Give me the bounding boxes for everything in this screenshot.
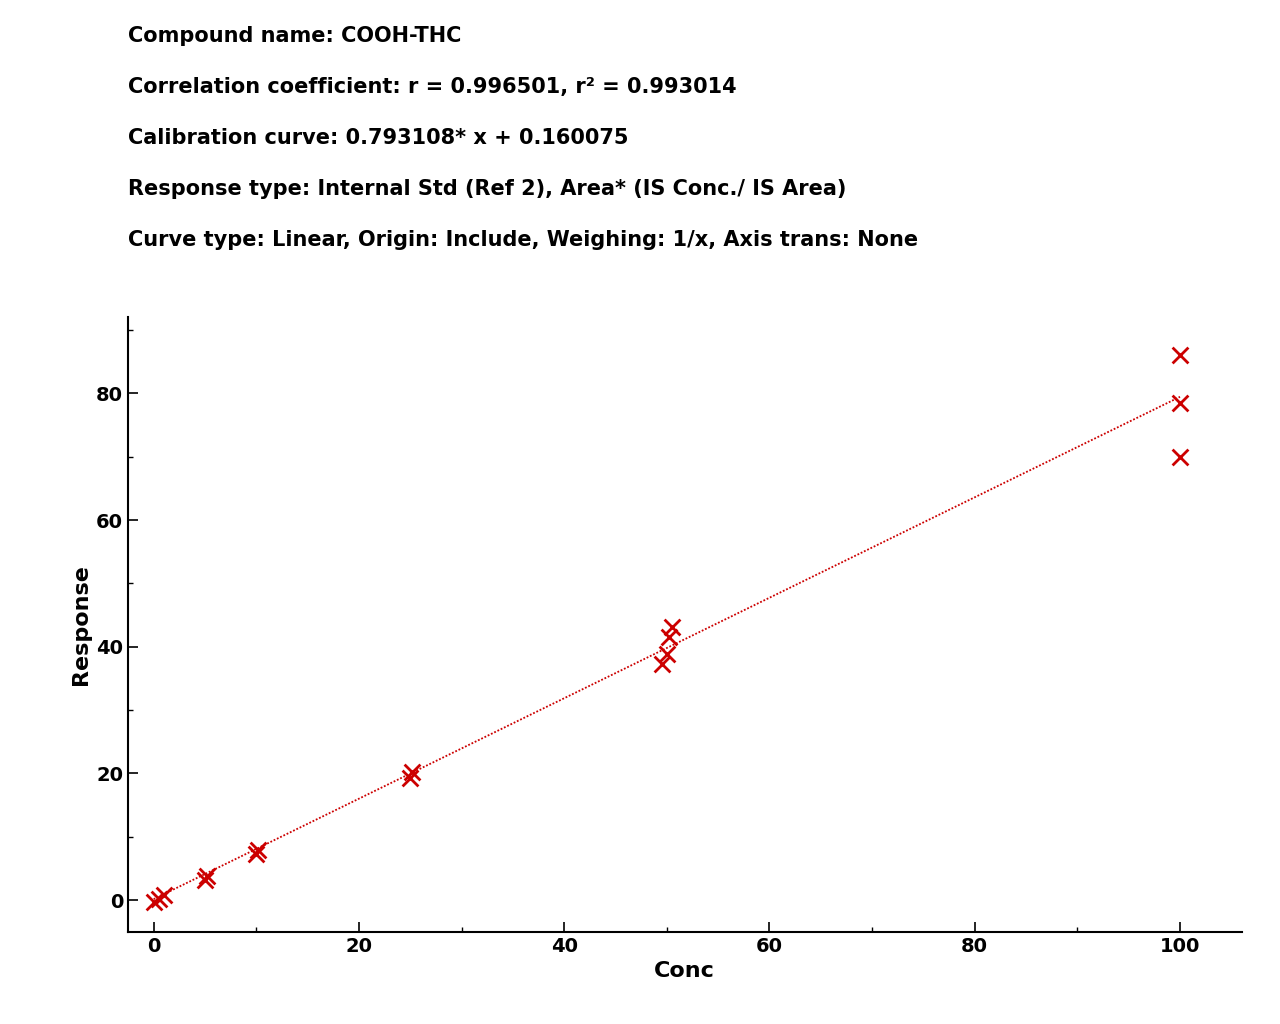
Text: Correlation coefficient: r = 0.996501, r² = 0.993014: Correlation coefficient: r = 0.996501, r… — [128, 77, 736, 97]
X-axis label: Conc: Conc — [654, 962, 716, 981]
Point — [246, 846, 266, 862]
Point — [402, 764, 422, 780]
Point — [1170, 347, 1190, 364]
Point — [657, 646, 677, 663]
Text: Calibration curve: 0.793108* x + 0.160075: Calibration curve: 0.793108* x + 0.16007… — [128, 128, 628, 148]
Point — [1170, 395, 1190, 412]
Point — [148, 891, 169, 907]
Text: Response type: Internal Std (Ref 2), Area* (IS Conc./ IS Area): Response type: Internal Std (Ref 2), Are… — [128, 179, 846, 200]
Point — [662, 618, 682, 635]
Point — [143, 894, 164, 910]
Y-axis label: Response: Response — [70, 564, 91, 685]
Point — [248, 843, 269, 859]
Point — [659, 629, 680, 645]
Point — [195, 871, 215, 888]
Point — [197, 867, 218, 884]
Point — [652, 655, 672, 672]
Point — [401, 770, 421, 786]
Text: Compound name: COOH-THC: Compound name: COOH-THC — [128, 26, 461, 46]
Text: Curve type: Linear, Origin: Include, Weighing: 1/x, Axis trans: None: Curve type: Linear, Origin: Include, Wei… — [128, 230, 918, 251]
Point — [154, 887, 174, 903]
Point — [1170, 449, 1190, 465]
